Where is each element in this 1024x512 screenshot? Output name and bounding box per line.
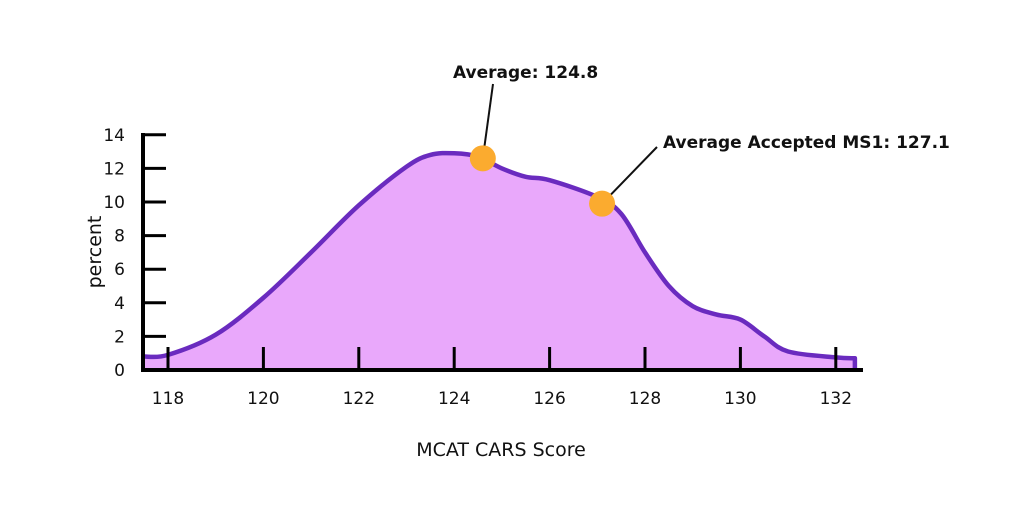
annotations: Average: 124.8 Average Accepted MS1: 127.… bbox=[453, 63, 950, 217]
x-tick-label: 128 bbox=[629, 389, 661, 409]
x-axis-label: MCAT CARS Score bbox=[416, 439, 586, 461]
x-tick-label: 130 bbox=[724, 389, 756, 409]
y-tick-label: 0 bbox=[114, 361, 125, 381]
area-line bbox=[141, 150, 858, 370]
annotation-label: Average: 124.8 bbox=[453, 63, 598, 83]
area-fill bbox=[143, 153, 855, 370]
y-tick-label: 10 bbox=[103, 193, 125, 213]
x-tick-label: 120 bbox=[247, 389, 279, 409]
y-tick-label: 12 bbox=[103, 159, 125, 179]
x-tick-label: 124 bbox=[438, 389, 470, 409]
plot-area bbox=[141, 133, 863, 372]
x-tick-label: 126 bbox=[533, 389, 565, 409]
annotation-marker bbox=[589, 190, 616, 217]
annotation-label: Average Accepted MS1: 127.1 bbox=[663, 133, 950, 153]
y-tick-label: 2 bbox=[114, 327, 125, 347]
x-axis-ticks: 118 120 122 124 126 128 130 132 bbox=[152, 347, 852, 409]
y-tick-label: 4 bbox=[114, 294, 125, 314]
annotation-leader-line bbox=[601, 146, 658, 205]
annotation-marker bbox=[469, 145, 496, 172]
y-tick-label: 8 bbox=[114, 227, 125, 247]
x-tick-label: 132 bbox=[820, 389, 852, 409]
y-tick-label: 6 bbox=[114, 260, 125, 280]
x-tick-label: 118 bbox=[152, 389, 184, 409]
y-tick-label: 14 bbox=[103, 126, 125, 146]
y-axis-label: percent bbox=[84, 216, 106, 289]
y-axis-ticks: 0 2 4 6 8 10 12 14 bbox=[103, 126, 166, 381]
x-tick-label: 122 bbox=[343, 389, 375, 409]
